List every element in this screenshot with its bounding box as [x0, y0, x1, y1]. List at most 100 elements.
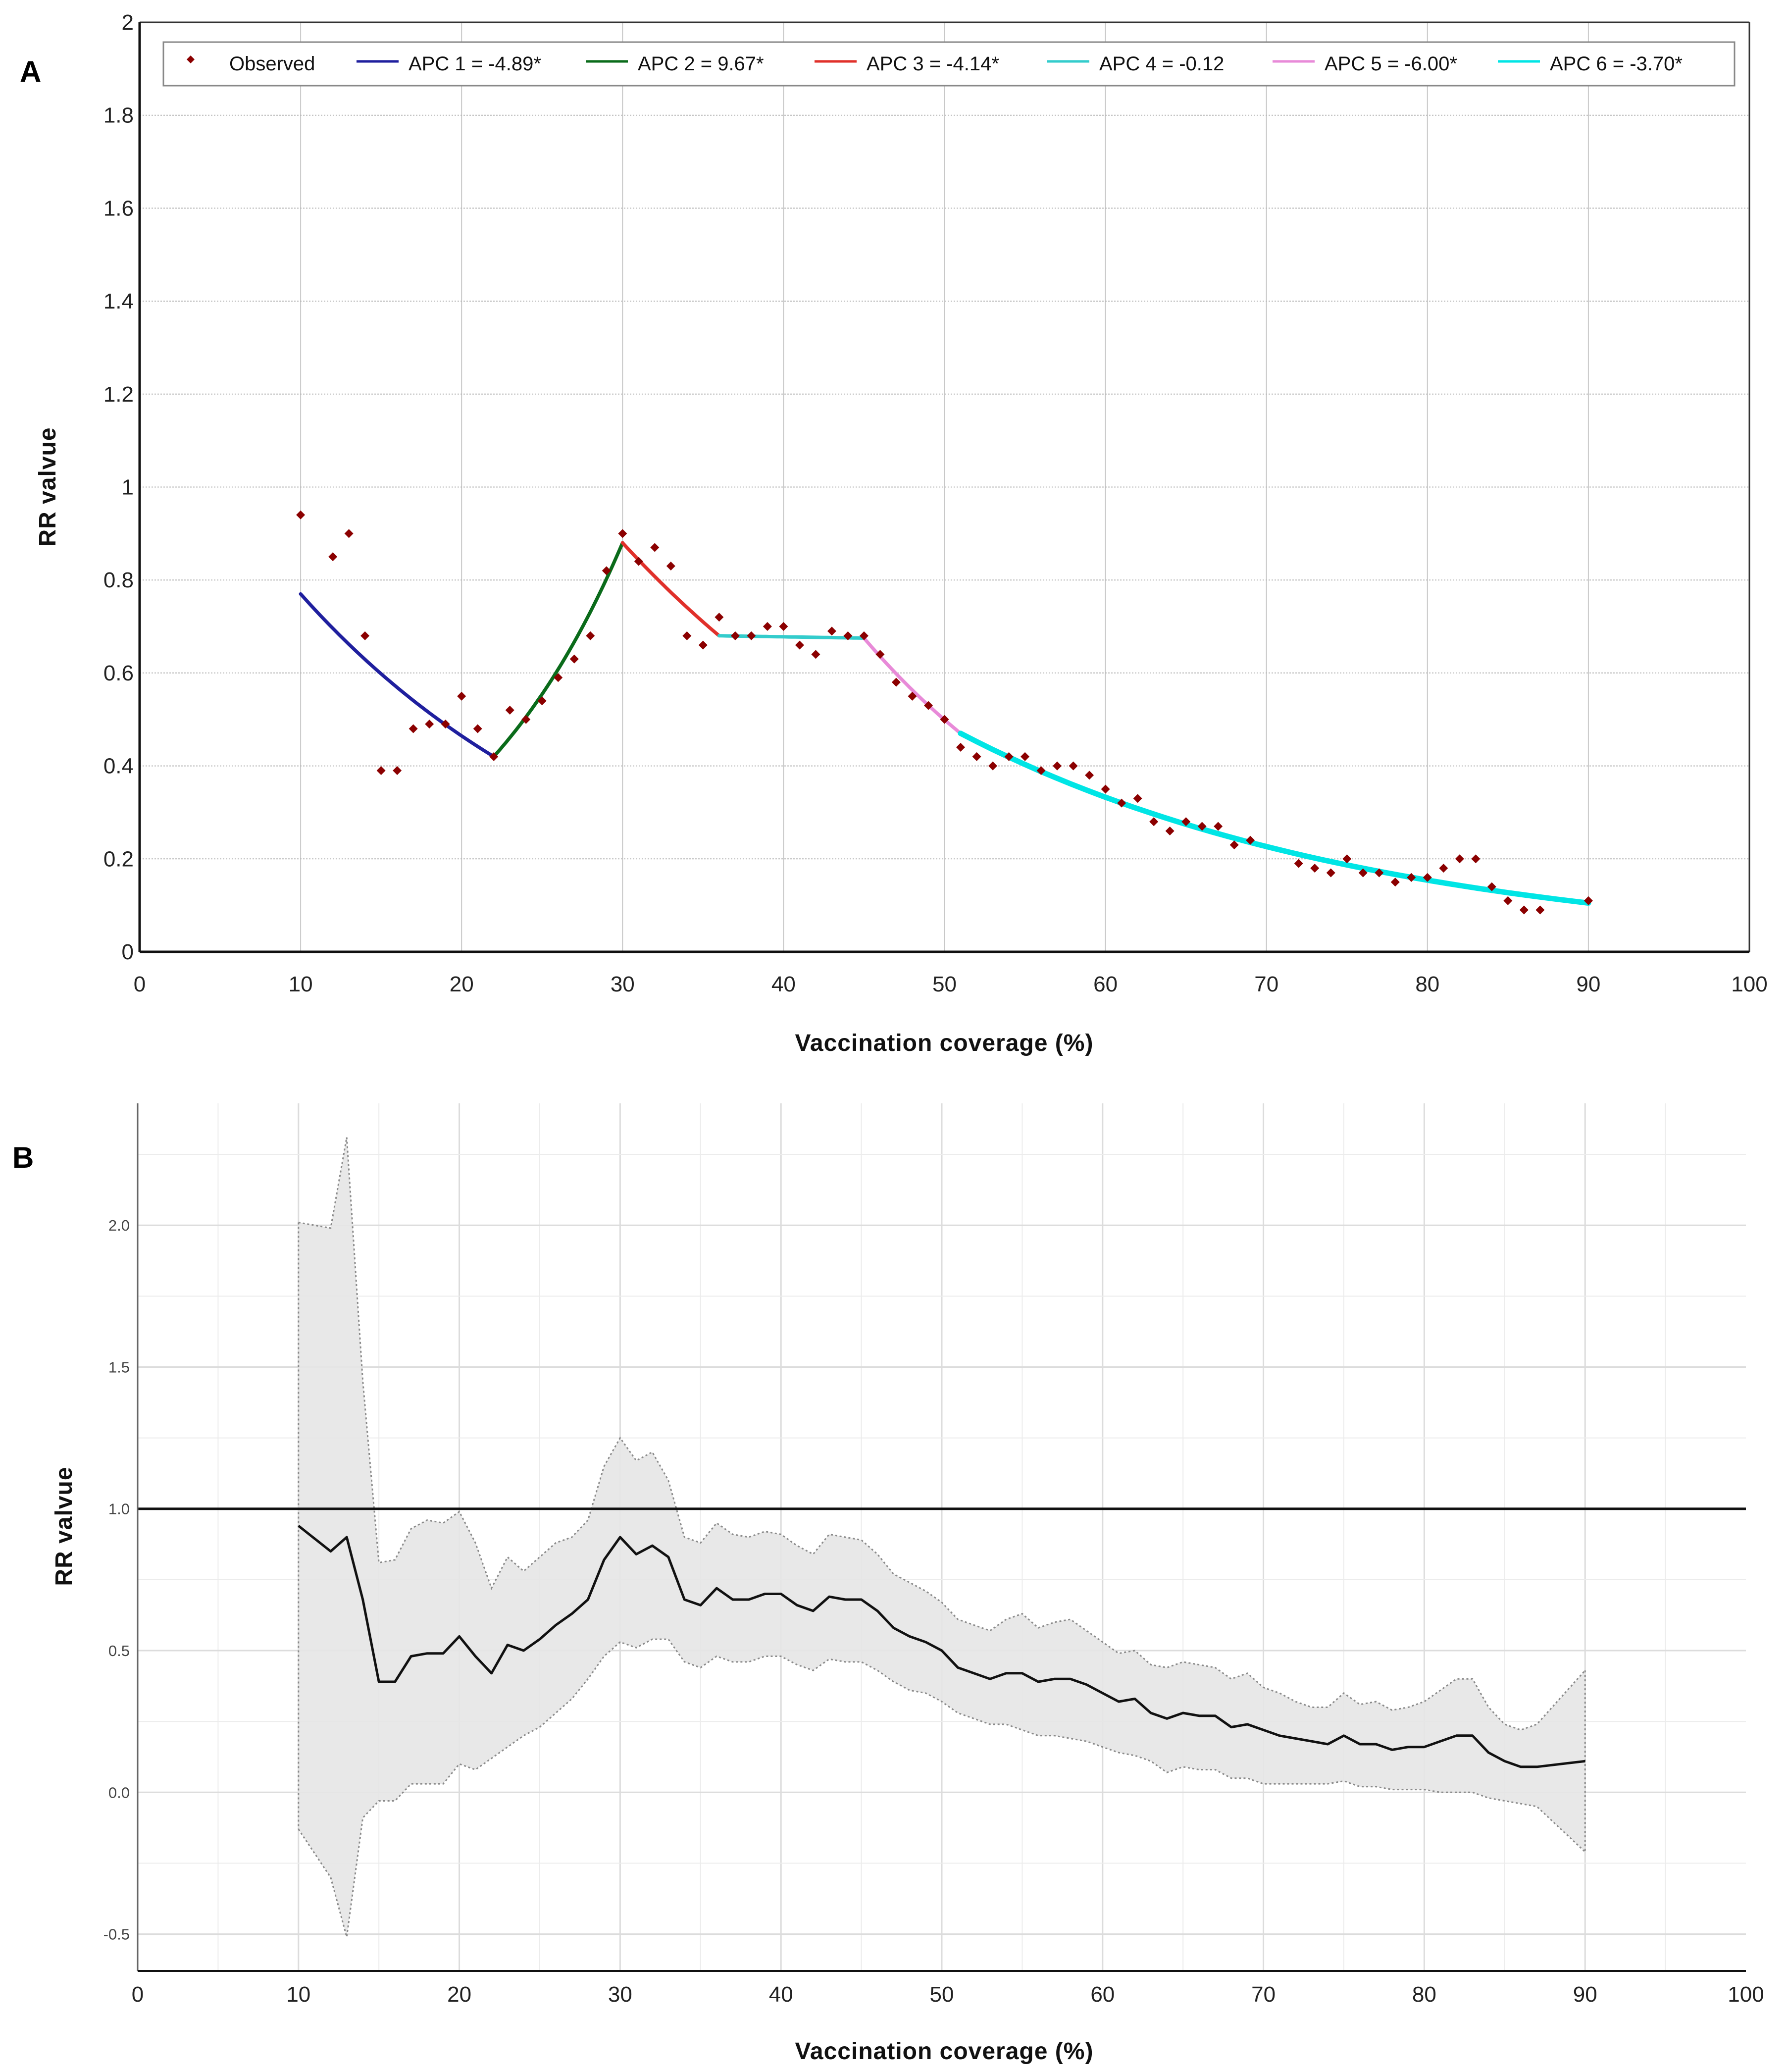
legend-box [162, 41, 1736, 87]
observed-point [1069, 761, 1078, 771]
observed-point [1149, 817, 1159, 827]
observed-point [1004, 752, 1014, 761]
observed-point [666, 562, 675, 571]
observed-point [650, 543, 660, 552]
observed-point [1165, 826, 1175, 835]
panel-b-label: B [12, 1141, 34, 1174]
observed-point [505, 705, 514, 715]
panel-b-y-tick-label: 0.5 [108, 1642, 130, 1659]
observed-point [618, 529, 627, 538]
confidence-band-fill [298, 1137, 1585, 1937]
panel-b-x-tick-label: 30 [608, 1982, 632, 2007]
observed-point [747, 631, 756, 640]
observed-point [827, 626, 836, 636]
panel-a-x-tick-label: 80 [1415, 972, 1439, 996]
panel-a: A 0 10 20 30 40 50 60 70 80 90 100 0 0.2 0.4 0.6 0.8 1 1.… [20, 10, 1768, 1056]
panel-b: B 0 10 20 30 40 50 60 70 80 90 100 -0.5 0.0 0.5 1.0 1.5… [12, 1103, 1764, 2065]
panel-a-x-tick-label: 0 [134, 972, 146, 996]
observed-point [1117, 798, 1126, 808]
panel-b-y-tick-label: 2.0 [108, 1217, 130, 1234]
observed-point [1036, 766, 1046, 775]
fit-segment-6 [958, 730, 1591, 906]
observed-point [1503, 896, 1513, 905]
panel-a-y-tick-label: 0.8 [103, 568, 134, 592]
observed-point [1375, 868, 1384, 878]
observed-point [923, 701, 933, 710]
observed-point [586, 631, 595, 640]
observed-point [1455, 854, 1464, 864]
observed-point [940, 715, 949, 724]
observed-point [763, 622, 772, 631]
panel-a-y-tick-label: 0.6 [103, 661, 134, 685]
panel-a-y-tick-label: 0 [122, 940, 134, 964]
panel-a-fit-segments [299, 541, 1591, 906]
panel-b-y-tick-label: 0.0 [108, 1784, 130, 1801]
observed-point [988, 761, 998, 771]
observed-point [1101, 784, 1110, 794]
panel-a-y-tick-label: 1 [122, 475, 134, 500]
observed-point [1535, 905, 1545, 915]
fit-segment-1 [299, 592, 496, 759]
observed-point [425, 720, 434, 729]
observed-point [1181, 817, 1191, 827]
observed-point [328, 552, 338, 562]
panel-a-x-tick-label: 60 [1093, 972, 1118, 996]
observed-point [1423, 873, 1432, 882]
panel-b-x-tick-label: 100 [1728, 1982, 1764, 2007]
observed-point [1471, 854, 1481, 864]
legend-label: APC 1 = -4.89* [409, 53, 541, 75]
observed-point [891, 677, 901, 687]
observed-point [489, 752, 499, 761]
panel-a-x-tick-label: 100 [1731, 972, 1767, 996]
panel-b-x-tick-label: 50 [930, 1982, 954, 2007]
observed-point [554, 673, 563, 682]
observed-point [344, 529, 354, 538]
observed-point [875, 650, 885, 659]
panel-a-x-tick-label: 40 [771, 972, 796, 996]
observed-point [521, 715, 531, 724]
panel-b-axes [137, 1103, 1746, 1972]
panel-a-gridlines [140, 22, 1749, 952]
panel-a-observed-points [296, 510, 1593, 915]
observed-point [634, 557, 643, 566]
observed-point [409, 724, 418, 733]
observed-point [779, 622, 788, 631]
panel-a-x-axis-title: Vaccination coverage (%) [795, 1030, 1094, 1056]
panel-b-y-axis-title: RR valvue [51, 1466, 77, 1586]
observed-point [908, 691, 917, 701]
panel-b-x-tick-label: 0 [132, 1982, 144, 2007]
panel-a-tick-labels: 0 10 20 30 40 50 60 70 80 90 100 0 0.2 0.4 0.6 0.8 1 1.2 1… [103, 10, 1768, 996]
observed-point [1229, 840, 1239, 850]
legend-label: APC 6 = -3.70* [1550, 53, 1683, 75]
panel-a-legend: Observed APC 1 = -4.89* APC 2 = 9.67* APC 3… [162, 41, 1736, 87]
observed-point [1246, 835, 1255, 845]
panel-a-x-tick-label: 70 [1254, 972, 1278, 996]
legend-observed-marker [187, 55, 195, 63]
panel-a-y-axis-title: RR valvue [35, 427, 61, 546]
observed-point [1085, 771, 1094, 780]
panel-a-x-tick-label: 90 [1576, 972, 1600, 996]
observed-point [441, 720, 450, 729]
panel-b-x-tick-label: 10 [286, 1982, 310, 2007]
observed-point [843, 631, 853, 640]
panel-a-x-tick-label: 30 [611, 972, 635, 996]
legend-label: APC 3 = -4.14* [867, 53, 999, 75]
observed-point [682, 631, 692, 640]
observed-point [296, 510, 306, 519]
observed-point [1133, 794, 1142, 803]
observed-point [1053, 761, 1062, 771]
observed-point [795, 640, 804, 650]
observed-point [1519, 905, 1529, 915]
panel-b-x-tick-label: 80 [1412, 1982, 1436, 2007]
observed-point [473, 724, 482, 733]
panel-a-label: A [20, 55, 41, 88]
observed-point [730, 631, 740, 640]
panel-b-x-tick-label: 40 [769, 1982, 793, 2007]
panel-a-y-tick-label: 1.6 [103, 196, 134, 220]
lower-ci-line [298, 1638, 1586, 1937]
panel-a-axes [138, 21, 1750, 953]
observed-point [1197, 822, 1207, 831]
rr-line [298, 1525, 1585, 1768]
observed-point [1439, 864, 1448, 873]
observed-point [1390, 878, 1400, 887]
